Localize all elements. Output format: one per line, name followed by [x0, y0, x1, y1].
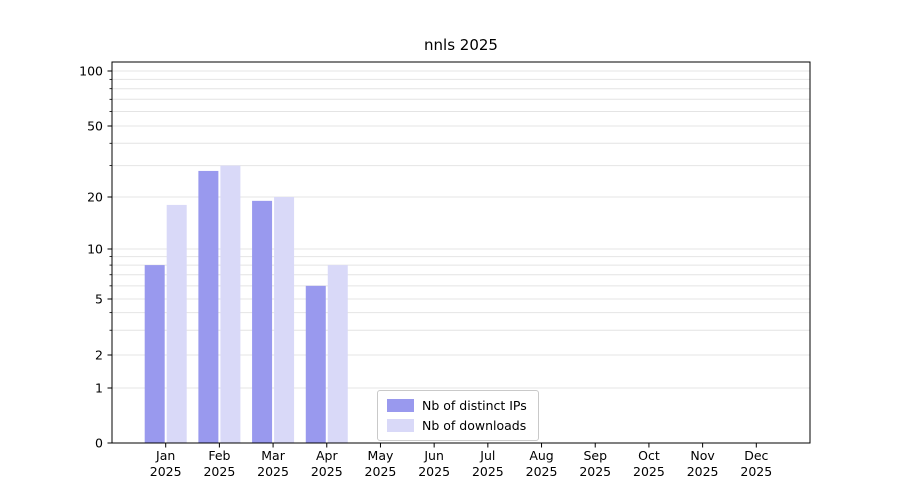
legend-label-distinct-ips: Nb of distinct IPs: [422, 398, 527, 413]
x-tick-label-month: Jul: [479, 448, 495, 463]
y-tick-label: 10: [87, 242, 103, 257]
x-tick-label-year: 2025: [687, 464, 719, 479]
x-tick-label-year: 2025: [311, 464, 343, 479]
x-tick-label-year: 2025: [633, 464, 665, 479]
x-tick-label-month: Mar: [261, 448, 285, 463]
y-tick-label: 1: [95, 381, 103, 396]
x-tick-label-month: Jan: [155, 448, 175, 463]
legend: Nb of distinct IPs Nb of downloads: [377, 390, 539, 441]
x-tick-label-month: Oct: [638, 448, 660, 463]
legend-swatch-downloads: [387, 419, 414, 432]
chart-title: nnls 2025: [424, 36, 498, 54]
plot-border: [111, 61, 811, 444]
x-tick-label-year: 2025: [526, 464, 558, 479]
y-tick-label: 50: [87, 119, 103, 134]
legend-item-distinct-ips: Nb of distinct IPs: [387, 398, 527, 413]
legend-item-downloads: Nb of downloads: [387, 418, 527, 433]
x-tick-label-year: 2025: [257, 464, 289, 479]
bar-distinct-ips-apr: [305, 285, 326, 443]
y-tick-label: 5: [95, 292, 103, 307]
y-tick-label: 20: [87, 190, 103, 205]
y-tick-label: 100: [79, 64, 103, 79]
x-tick-label-month: Dec: [744, 448, 768, 463]
x-tick-label-month: Feb: [208, 448, 230, 463]
bar-distinct-ips-feb: [198, 170, 219, 443]
x-tick-label-year: 2025: [740, 464, 772, 479]
x-tick-label-month: Nov: [690, 448, 715, 463]
x-tick-label-month: Aug: [529, 448, 553, 463]
bar-downloads-mar: [274, 197, 295, 443]
bar-downloads-jan: [166, 204, 187, 443]
bar-distinct-ips-jan: [144, 265, 165, 443]
x-tick-label-year: 2025: [418, 464, 450, 479]
x-tick-label-month: Apr: [316, 448, 338, 463]
y-tick-label: 0: [95, 436, 103, 451]
y-tick-label: 2: [95, 348, 103, 363]
x-tick-label-month: May: [368, 448, 394, 463]
x-tick-label-year: 2025: [203, 464, 235, 479]
legend-swatch-distinct-ips: [387, 399, 414, 412]
bar-downloads-apr: [327, 265, 348, 443]
bar-distinct-ips-mar: [252, 200, 273, 443]
x-tick-label-month: Jun: [423, 448, 444, 463]
x-tick-label-year: 2025: [472, 464, 504, 479]
x-tick-label-year: 2025: [579, 464, 611, 479]
x-tick-label-month: Sep: [583, 448, 607, 463]
x-tick-label-year: 2025: [150, 464, 182, 479]
x-tick-label-year: 2025: [365, 464, 397, 479]
bar-downloads-feb: [220, 165, 241, 443]
legend-label-downloads: Nb of downloads: [422, 418, 527, 433]
